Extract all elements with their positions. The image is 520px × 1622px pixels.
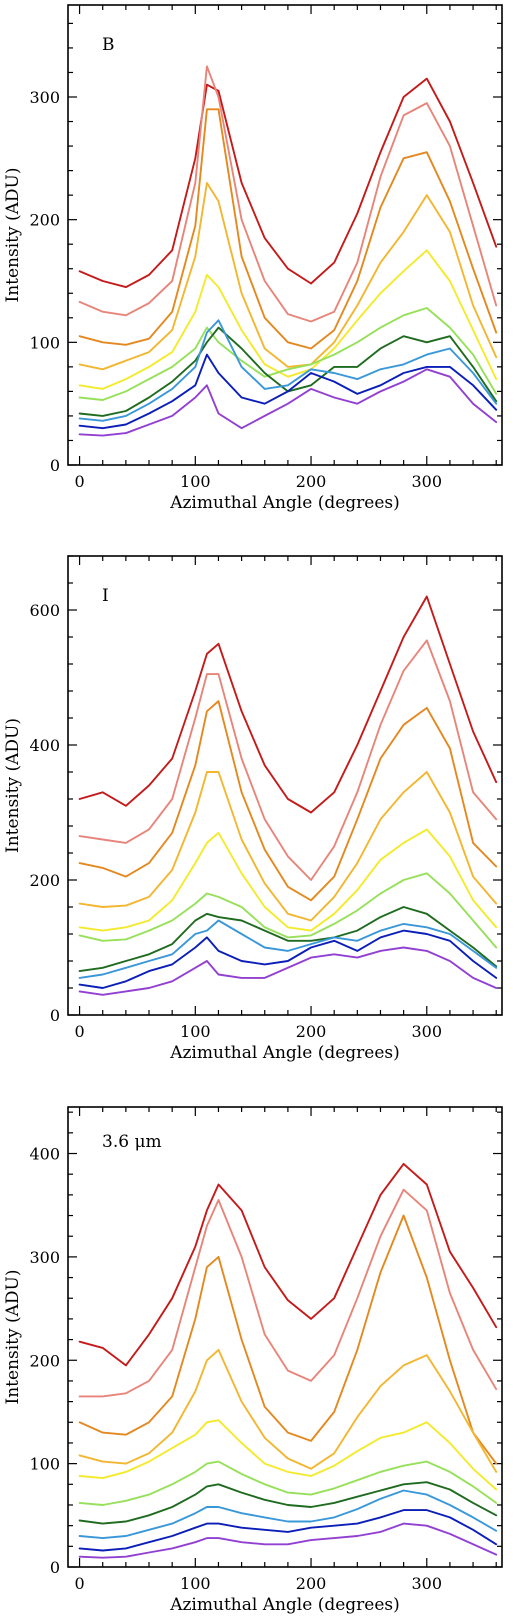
series-line-10	[78, 946, 498, 996]
series-line-1	[78, 1162, 498, 1367]
series-line-4	[78, 771, 498, 922]
y-tick-label: 600	[29, 601, 60, 620]
series-line-6	[78, 1460, 498, 1506]
x-tick-label: 300	[411, 1574, 442, 1593]
series-line-10	[78, 1522, 498, 1559]
series-line-8	[78, 1489, 498, 1540]
series-line-3	[78, 700, 498, 902]
series-line-4	[78, 1348, 498, 1473]
series-line-2	[78, 639, 498, 881]
y-tick-label: 400	[29, 736, 60, 755]
y-tick-label: 200	[29, 1351, 60, 1370]
series-line-5	[78, 249, 498, 390]
y-tick-label: 100	[29, 1455, 60, 1474]
series-line-2	[78, 1188, 498, 1398]
y-tick-label: 300	[29, 88, 60, 107]
series-line-9	[78, 1509, 498, 1552]
series-line-7	[78, 906, 498, 973]
series-line-10	[78, 368, 498, 437]
series-line-9	[78, 353, 498, 430]
x-axis-label: Azimuthal Angle (degrees)	[169, 1043, 400, 1063]
series-line-3	[78, 1214, 498, 1465]
series-line-5	[78, 828, 498, 932]
y-tick-label: 400	[29, 1145, 60, 1164]
panel-label: B	[102, 35, 115, 55]
series-line-1	[78, 77, 498, 289]
x-tick-label: 100	[180, 472, 211, 491]
series-line-8	[78, 919, 498, 979]
plot-frame	[67, 4, 503, 466]
panel-label: 3.6 μm	[102, 1132, 162, 1152]
x-tick-label: 100	[180, 1574, 211, 1593]
x-tick-label: 200	[296, 472, 327, 491]
series-line-3	[78, 108, 498, 350]
x-tick-label: 0	[74, 1022, 84, 1041]
x-tick-label: 300	[411, 1022, 442, 1041]
y-tick-label: 100	[29, 333, 60, 352]
x-axis-label: Azimuthal Angle (degrees)	[169, 1595, 400, 1615]
series-line-2	[78, 65, 498, 323]
y-axis-label: Intensity (ADU)	[3, 1269, 23, 1404]
y-tick-label: 200	[29, 211, 60, 230]
panel-label: I	[102, 586, 109, 606]
plot-frame	[67, 555, 503, 1016]
y-tick-label: 200	[29, 871, 60, 890]
x-tick-label: 0	[74, 1574, 84, 1593]
y-tick-label: 0	[50, 1558, 60, 1577]
x-tick-label: 200	[296, 1022, 327, 1041]
chart-panel-2: 0 100 200 300 0 200 400 600 Azimuthal Angle (deg…	[3, 555, 503, 1063]
chart-panel-3: 0 100 200 300 0 100 200 300 400 Azimuthal Angle (…	[3, 1106, 503, 1615]
y-axis-label: Intensity (ADU)	[3, 718, 23, 853]
chart-panel-1: 0 100 200 300 0 100 200 300 Azimuthal Angle (deg…	[3, 4, 503, 513]
series-line-7	[78, 326, 498, 417]
x-tick-label: 200	[296, 1574, 327, 1593]
y-tick-label: 0	[50, 456, 60, 475]
x-tick-label: 0	[74, 472, 84, 491]
series-line-4	[78, 181, 498, 371]
series-line-7	[78, 1481, 498, 1525]
y-tick-label: 0	[50, 1006, 60, 1025]
y-axis-label: Intensity (ADU)	[3, 167, 23, 302]
series-line-8	[78, 319, 498, 422]
series-line-6	[78, 872, 498, 949]
series-line-6	[78, 307, 498, 401]
series-line-9	[78, 929, 498, 989]
series-line-5	[78, 1419, 498, 1491]
x-tick-label: 100	[180, 1022, 211, 1041]
series-line-1	[78, 595, 498, 814]
x-axis-label: Azimuthal Angle (degrees)	[169, 493, 400, 513]
y-tick-label: 300	[29, 1248, 60, 1267]
plot-frame	[67, 1106, 503, 1568]
x-tick-label: 300	[411, 472, 442, 491]
